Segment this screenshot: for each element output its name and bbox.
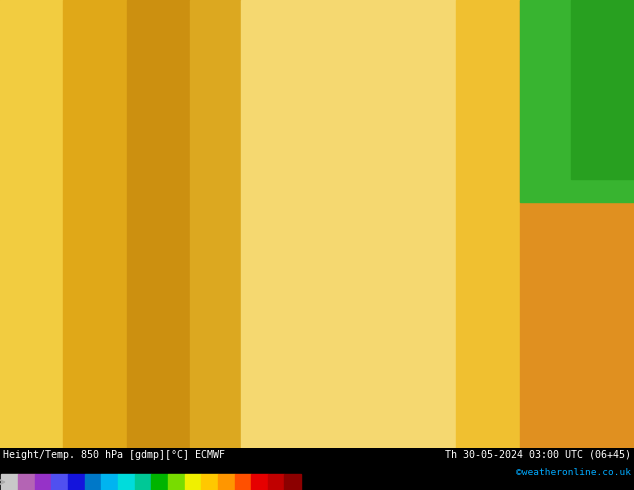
- Bar: [285, 474, 301, 490]
- Bar: [127, 0, 203, 448]
- Bar: [456, 0, 545, 448]
- Bar: [18, 474, 35, 490]
- Bar: [118, 474, 134, 490]
- Bar: [571, 0, 634, 179]
- Text: ©weatheronline.co.uk: ©weatheronline.co.uk: [517, 468, 631, 477]
- Bar: [235, 474, 251, 490]
- Bar: [0, 0, 63, 448]
- Bar: [68, 474, 84, 490]
- Bar: [151, 474, 168, 490]
- Bar: [35, 474, 51, 490]
- Bar: [190, 0, 254, 448]
- Bar: [101, 474, 118, 490]
- Bar: [134, 474, 151, 490]
- Bar: [520, 0, 634, 202]
- Bar: [241, 0, 507, 448]
- Bar: [184, 474, 201, 490]
- Bar: [168, 474, 184, 490]
- Bar: [51, 474, 68, 490]
- Bar: [1, 474, 18, 490]
- Bar: [63, 0, 139, 448]
- Text: Height/Temp. 850 hPa [gdmp][°C] ECMWF: Height/Temp. 850 hPa [gdmp][°C] ECMWF: [3, 450, 224, 460]
- Bar: [201, 474, 218, 490]
- Bar: [251, 474, 268, 490]
- Bar: [218, 474, 235, 490]
- Text: Th 30-05-2024 03:00 UTC (06+45): Th 30-05-2024 03:00 UTC (06+45): [446, 450, 631, 460]
- Bar: [520, 0, 634, 448]
- Bar: [84, 474, 101, 490]
- Bar: [268, 474, 285, 490]
